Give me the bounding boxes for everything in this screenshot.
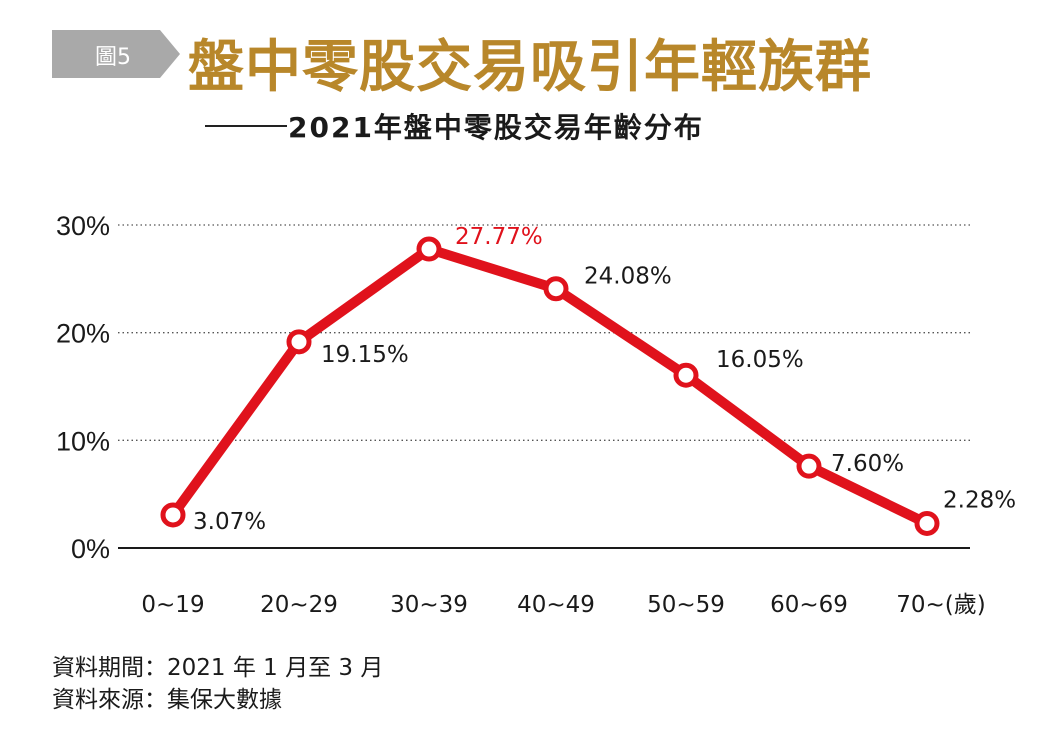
footnote-data-source: 資料來源：集保大數據 (52, 687, 282, 713)
footnote-data-period: 資料期間：2021 年 1 月至 3 月 (52, 655, 384, 681)
x-category-label: 40~49 (517, 592, 595, 618)
data-point (543, 276, 569, 302)
data-point (796, 453, 822, 479)
data-label: 27.77% (455, 224, 543, 250)
data-label: 2.28% (943, 487, 1016, 513)
subtitle-dash-rule (205, 125, 287, 127)
x-category-label: 30~39 (390, 592, 468, 618)
data-points (160, 236, 940, 536)
x-category-label: 50~59 (647, 592, 725, 618)
footnotes: 資料期間：2021 年 1 月至 3 月 資料來源：集保大數據 (52, 652, 383, 716)
y-tick-label: 0% (71, 534, 110, 564)
figure-number: 圖5 (95, 45, 131, 70)
data-label: 3.07% (193, 509, 266, 535)
y-tick-label: 10% (56, 426, 110, 456)
x-category-label: 20~29 (260, 592, 338, 618)
data-label: 24.08% (584, 264, 672, 290)
y-axis-ticks: 0% 10% 20% 30% (56, 211, 110, 564)
badge-shape (52, 30, 180, 78)
chart-subtitle: 2021年盤中零股交易年齡分布 (288, 111, 704, 144)
data-label: 19.15% (321, 342, 409, 368)
data-point (673, 362, 699, 388)
figure-badge (52, 30, 180, 78)
data-labels: 3.07% 19.15% 27.77% 24.08% 16.05% 7.60% 2.28% (193, 224, 1016, 535)
data-point (914, 510, 940, 536)
main-title: 盤中零股交易吸引年輕族群 (188, 34, 872, 100)
data-point (160, 502, 186, 528)
data-point (286, 329, 312, 355)
x-category-label: 0~19 (141, 592, 204, 618)
x-category-label: 60~69 (770, 592, 848, 618)
data-point (416, 236, 442, 262)
chart-header: 圖5 盤中零股交易吸引年輕族群 2021年盤中零股交易年齡分布 (0, 0, 1052, 144)
y-tick-label: 30% (56, 211, 110, 241)
x-axis-categories: 0~19 20~29 30~39 40~49 50~59 60~69 70~(歲) (141, 592, 985, 618)
data-label: 16.05% (716, 347, 804, 373)
data-label: 7.60% (831, 451, 904, 477)
x-category-label: 70~(歲) (896, 592, 985, 618)
y-tick-label: 20% (56, 319, 110, 349)
